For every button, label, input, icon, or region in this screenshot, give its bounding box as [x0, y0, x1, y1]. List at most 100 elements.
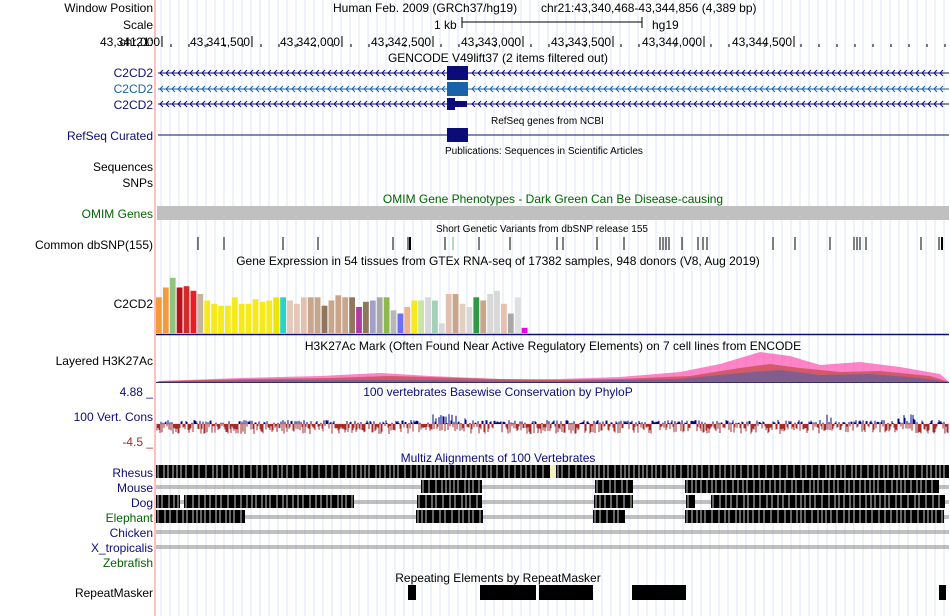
- gtex-tissue-bar: [376, 297, 383, 334]
- gencode-transcript-1-chevron: [759, 69, 764, 77]
- gencode-transcript-1-chevron: [195, 69, 200, 77]
- gencode-transcript-3-chevron: [651, 100, 656, 108]
- multiz-dog-block: [156, 495, 180, 508]
- gencode-transcript-3-chevron: [471, 100, 476, 108]
- gencode-transcript-2-chevron: [783, 85, 788, 93]
- gencode-transcript-1-chevron: [561, 69, 566, 77]
- dbsnp-label[interactable]: Common dbSNP(155): [34, 238, 153, 252]
- gencode-transcript-2-chevron: [663, 85, 668, 93]
- multiz-species-rhesus[interactable]: Rhesus: [112, 466, 153, 480]
- gencode-title[interactable]: GENCODE V49lift37 (2 items filtered out): [387, 51, 609, 65]
- gtex-tissue-bar: [211, 303, 217, 334]
- gencode-transcript-1-chevron: [543, 69, 548, 77]
- gtex-title[interactable]: Gene Expression in 54 tissues from GTEx …: [236, 254, 760, 268]
- dbsnp-title[interactable]: Short Genetic Variants from dbSNP releas…: [436, 224, 648, 235]
- gencode-transcript-3-chevron: [783, 100, 788, 108]
- refseq-exon: [447, 128, 468, 142]
- refseq-title[interactable]: RefSeq genes from NCBI: [491, 116, 604, 127]
- gencode-transcript-2-chevron: [933, 85, 938, 93]
- gencode-transcript-2-chevron: [759, 85, 764, 93]
- gencode-transcript-2-chevron: [525, 85, 530, 93]
- gencode-transcript-1-chevron: [765, 69, 770, 77]
- gencode-transcript-3-chevron: [171, 100, 176, 108]
- gencode-transcript-1-chevron: [747, 69, 752, 77]
- multiz-title[interactable]: Multiz Alignments of 100 Vertebrates: [400, 451, 596, 465]
- gencode-item-2-label[interactable]: C2CD2: [113, 82, 153, 96]
- gencode-transcript-3-chevron: [249, 100, 254, 108]
- gencode-transcript-2-chevron: [639, 85, 644, 93]
- repeatmasker-element: [408, 585, 416, 600]
- multiz-species-chicken[interactable]: Chicken: [109, 526, 153, 540]
- snps-label[interactable]: SNPs: [122, 176, 153, 190]
- gencode-transcript-3-chevron: [705, 100, 710, 108]
- h3k27ac-label[interactable]: Layered H3K27Ac: [55, 354, 153, 368]
- gencode-transcript-2-chevron: [369, 85, 374, 93]
- gencode-transcript-3-chevron: [567, 100, 572, 108]
- ruler-tick-label: 43,343,000: [461, 35, 522, 49]
- gencode-transcript-1-chevron: [225, 69, 230, 77]
- multiz-species-elephant[interactable]: Elephant: [105, 511, 153, 525]
- gencode-transcript-3-chevron: [213, 100, 218, 108]
- h3k27ac-title[interactable]: H3K27Ac Mark (Often Found Near Active Re…: [304, 339, 802, 353]
- gencode-transcript-3-chevron: [573, 100, 578, 108]
- gencode-transcript-2-chevron: [657, 85, 662, 93]
- gtex-tissue-bar: [307, 297, 314, 334]
- omim-label[interactable]: OMIM Genes: [81, 207, 153, 221]
- gencode-transcript-3-chevron: [333, 100, 338, 108]
- ruler-tick-label: 43,344,500: [732, 35, 793, 49]
- gencode-transcript-2-chevron: [429, 85, 434, 93]
- repeatmasker-label[interactable]: RepeatMasker: [74, 586, 153, 600]
- cons-max-label: 4.88 _: [119, 385, 153, 399]
- multiz-species-mouse[interactable]: Mouse: [116, 481, 153, 495]
- gencode-transcript-2-chevron: [261, 85, 266, 93]
- gencode-transcript-1-chevron: [231, 69, 236, 77]
- gencode-transcript-2-chevron: [321, 85, 326, 93]
- gencode-transcript-1-chevron: [825, 69, 830, 77]
- gencode-transcript-3-chevron: [549, 100, 554, 108]
- gencode-transcript-2-chevron: [579, 85, 584, 93]
- cons-title[interactable]: 100 vertebrates Basewise Conservation by…: [363, 385, 633, 399]
- refseq-label[interactable]: RefSeq Curated: [66, 129, 153, 143]
- gencode-item-1-label[interactable]: C2CD2: [113, 66, 153, 80]
- gencode-transcript-2-chevron: [549, 85, 554, 93]
- gencode-transcript-1-chevron: [843, 69, 848, 77]
- gencode-transcript-1-chevron: [399, 69, 404, 77]
- gencode-transcript-1-chevron: [519, 69, 524, 77]
- gencode-transcript-2-chevron: [237, 85, 242, 93]
- cons-label[interactable]: 100 Vert. Cons: [73, 410, 153, 424]
- publications-label[interactable]: Sequences: [92, 160, 153, 174]
- gtex-label[interactable]: C2CD2: [113, 297, 153, 311]
- gencode-transcript-1-chevron: [927, 69, 932, 77]
- gencode-transcript-1-chevron: [837, 69, 842, 77]
- gencode-transcript-1-chevron: [261, 69, 266, 77]
- multiz-species-xtropicalis[interactable]: X_tropicalis: [90, 541, 153, 555]
- multiz-species-dog[interactable]: Dog: [130, 496, 153, 510]
- gencode-item-3-label[interactable]: C2CD2: [113, 98, 153, 112]
- gencode-transcript-1-chevron: [513, 69, 518, 77]
- gencode-transcript-1-exon: [447, 66, 468, 80]
- gtex-tissue-bar: [252, 299, 259, 333]
- gencode-transcript-2-chevron: [363, 85, 368, 93]
- gencode-transcript-3-chevron: [909, 100, 914, 108]
- gtex-tissue-bar: [162, 287, 169, 333]
- gencode-transcript-1-chevron: [237, 69, 242, 77]
- gencode-transcript-1-chevron: [879, 69, 884, 77]
- gencode-transcript-3-chevron: [633, 100, 638, 108]
- omim-title[interactable]: OMIM Gene Phenotypes - Dark Green Can Be…: [382, 192, 724, 206]
- gencode-transcript-3-chevron: [843, 100, 848, 108]
- gencode-transcript-3-chevron: [849, 100, 854, 108]
- gtex-tissue-bar: [280, 297, 286, 334]
- multiz-species-zebrafish[interactable]: Zebrafish: [102, 556, 153, 570]
- publications-title[interactable]: Publications: Sequences in Scientific Ar…: [445, 146, 643, 157]
- gencode-transcript-1-chevron: [267, 69, 272, 77]
- gencode-transcript-3-chevron: [855, 100, 860, 108]
- gtex-tissue-bar: [487, 294, 493, 333]
- gencode-transcript-1-chevron: [501, 69, 506, 77]
- gencode-transcript-1-chevron: [789, 69, 794, 77]
- gencode-transcript-2-chevron: [855, 85, 860, 93]
- gtex-tissue-bar: [287, 300, 293, 333]
- repeatmasker-title[interactable]: Repeating Elements by RepeatMasker: [395, 571, 601, 585]
- gencode-transcript-1-chevron: [873, 69, 878, 77]
- gencode-transcript-1-chevron: [633, 69, 638, 77]
